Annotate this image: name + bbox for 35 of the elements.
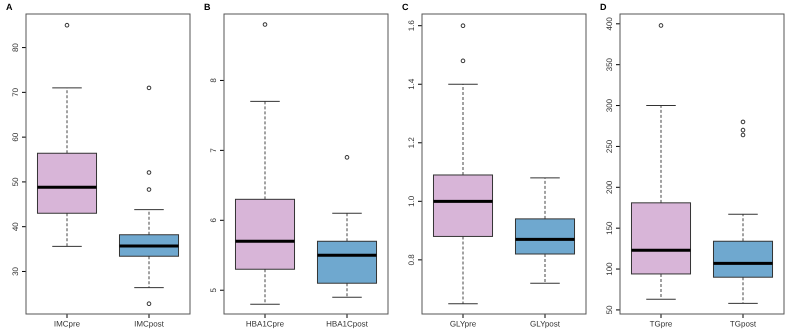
y-tick-label: 80 (11, 42, 20, 52)
y-tick-label: 70 (11, 87, 20, 97)
chart-title: D (600, 2, 607, 12)
y-tick-label: 300 (605, 98, 614, 112)
y-tick-label: 400 (605, 16, 614, 30)
x-tick-label: TGpre (650, 320, 673, 329)
y-tick-label: 1.4 (407, 78, 416, 90)
y-tick-label: 100 (605, 262, 614, 276)
y-tick-label: 8 (209, 78, 218, 83)
y-tick-label: 150 (605, 220, 614, 235)
y-tick-label: 6 (209, 218, 218, 223)
x-tick-label: IMCpost (134, 320, 165, 329)
y-tick-label: 250 (605, 139, 614, 154)
x-tick-label: GLYpre (450, 320, 477, 329)
y-tick-label: 7 (209, 148, 218, 153)
chart-title: B (204, 2, 211, 12)
y-tick-label: 50 (11, 176, 20, 186)
y-tick-label: 50 (605, 304, 614, 314)
y-tick-label: 0.8 (407, 254, 416, 266)
y-tick-label: 40 (11, 222, 20, 232)
y-tick-label: 60 (11, 132, 20, 142)
y-tick-label: 1.6 (407, 20, 416, 32)
x-tick-label: IMCpre (54, 320, 81, 329)
x-tick-label: GLYpost (530, 320, 561, 329)
chart-title: A (6, 2, 13, 12)
x-tick-label: HBA1Cpost (326, 320, 369, 329)
chart-title: C (402, 2, 409, 12)
y-tick-label: 1.0 (407, 195, 416, 207)
y-tick-label: 1.2 (407, 136, 416, 148)
y-tick-label: 5 (209, 287, 218, 292)
x-tick-label: HBA1Cpre (246, 320, 285, 329)
y-tick-label: 200 (605, 180, 614, 194)
y-tick-label: 350 (605, 57, 614, 72)
y-tick-label: 30 (11, 266, 20, 276)
x-tick-label: TGpost (730, 320, 757, 329)
